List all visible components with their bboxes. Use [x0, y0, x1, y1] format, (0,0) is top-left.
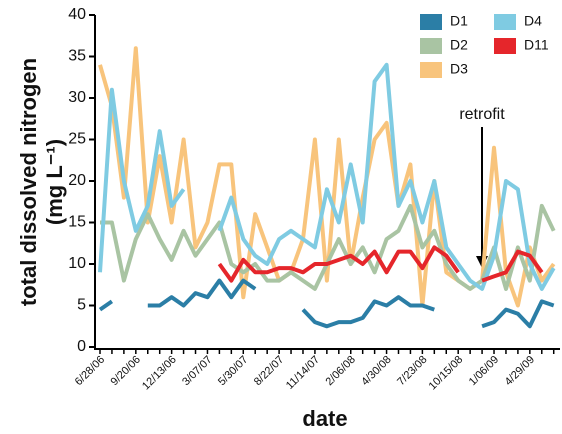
y-tick-label: 20	[68, 172, 86, 189]
legend-swatch	[494, 14, 516, 30]
legend-label: D4	[524, 13, 542, 29]
x-tick-label: 4/30/08	[359, 354, 393, 388]
legend-label: D3	[450, 61, 468, 77]
legend-swatch	[420, 62, 442, 78]
x-tick-label: 5/30/07	[216, 354, 250, 388]
y-tick-label: 35	[68, 48, 86, 65]
x-tick-label: 2/06/08	[323, 354, 357, 388]
y-tick-label: 40	[68, 6, 86, 23]
x-axis-label: date	[302, 406, 347, 431]
y-tick-label: 0	[77, 338, 86, 355]
legend-swatch	[420, 38, 442, 54]
y-tick-label: 10	[68, 255, 86, 272]
x-tick-label: 3/07/07	[180, 354, 214, 388]
y-tick-label: 30	[68, 89, 86, 106]
legend-label: D1	[450, 13, 468, 29]
y-axis-unit: (mg L⁻¹)	[42, 139, 67, 225]
y-axis-label: total dissolved nitrogen	[16, 58, 41, 306]
legend-swatch	[494, 38, 516, 54]
y-tick-label: 25	[68, 131, 86, 148]
series-line	[98, 278, 555, 329]
series-line	[217, 245, 544, 283]
x-tick-label: 4/29/09	[503, 354, 537, 388]
x-tick-label: 7/23/08	[395, 354, 429, 388]
x-tick-label: 9/20/06	[109, 354, 143, 388]
x-tick-label: 8/22/07	[252, 354, 286, 388]
legend-label: D11	[524, 37, 549, 53]
x-tick-label: 10/15/08	[427, 354, 466, 393]
x-tick-label: 11/14/07	[284, 354, 322, 392]
y-tick-label: 5	[77, 297, 86, 314]
y-tick-label: 15	[68, 214, 86, 231]
x-tick-label: 12/13/06	[140, 354, 179, 393]
legend-swatch	[420, 14, 442, 30]
x-tick-label: 1/06/09	[467, 354, 501, 388]
legend-label: D2	[450, 37, 468, 53]
x-tick-label: 6/28/06	[73, 354, 107, 388]
series-line	[98, 62, 556, 291]
annotation: retrofit	[459, 106, 505, 123]
